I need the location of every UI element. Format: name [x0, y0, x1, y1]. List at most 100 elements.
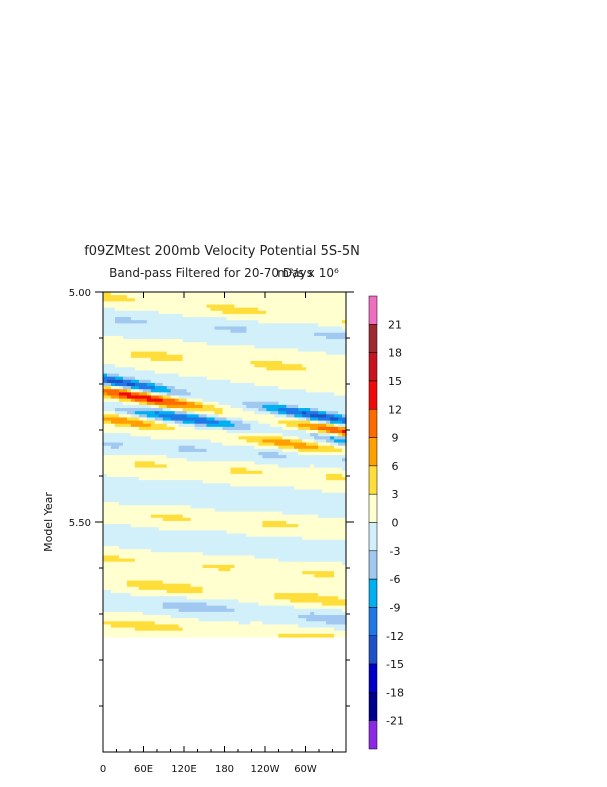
contour-cell	[310, 345, 315, 350]
contour-cell	[146, 364, 152, 368]
contour-cell	[258, 379, 263, 384]
contour-cell	[290, 520, 295, 525]
contour-cell	[218, 499, 224, 503]
contour-cell	[278, 411, 283, 415]
contour-cell	[266, 348, 271, 353]
contour-cell	[178, 502, 184, 506]
contour-cell	[134, 514, 140, 519]
contour-cell	[286, 546, 291, 550]
contour-cell	[338, 414, 343, 419]
contour-cell	[154, 335, 160, 340]
contour-cell	[230, 301, 236, 306]
contour-cell	[210, 370, 216, 375]
contour-cell	[194, 505, 200, 510]
contour-cell	[310, 313, 315, 318]
contour-cell	[330, 533, 335, 538]
contour-cell	[230, 401, 236, 406]
contour-cell	[314, 546, 319, 550]
contour-cell	[202, 329, 208, 334]
contour-cell	[318, 323, 323, 328]
contour-cell	[206, 364, 212, 368]
contour-cell	[118, 524, 124, 528]
contour-cell	[186, 357, 192, 362]
contour-cell	[234, 448, 240, 453]
contour-cell	[262, 398, 267, 403]
contour-cell	[103, 329, 108, 334]
contour-cell	[206, 342, 212, 346]
contour-cell	[218, 310, 224, 315]
contour-cell	[310, 298, 315, 303]
contour-cell	[330, 470, 335, 475]
contour-cell	[118, 398, 124, 403]
contour-cell	[214, 533, 220, 538]
contour-cell	[230, 348, 236, 353]
contour-cell	[230, 317, 236, 321]
contour-cell	[150, 470, 156, 475]
contour-cell	[174, 533, 180, 538]
contour-cell	[246, 483, 251, 488]
contour-cell	[306, 489, 311, 494]
contour-cell	[126, 370, 132, 375]
contour-cell	[214, 461, 220, 466]
contour-cell	[214, 411, 220, 415]
contour-cell	[326, 426, 331, 431]
contour-cell	[126, 546, 132, 550]
contour-cell	[146, 533, 152, 538]
contour-cell	[246, 445, 251, 450]
contour-cell	[290, 430, 295, 434]
contour-cell	[338, 480, 343, 484]
contour-cell	[210, 423, 216, 428]
contour-cell	[110, 411, 116, 415]
contour-cell	[198, 411, 204, 415]
contour-cell	[338, 483, 343, 488]
contour-cell	[166, 295, 172, 299]
contour-cell	[142, 361, 148, 365]
contour-cell	[282, 473, 287, 478]
contour-cell	[190, 483, 196, 488]
contour-cell	[126, 430, 132, 434]
contour-cell	[234, 332, 240, 337]
contour-cell	[150, 539, 156, 544]
contour-cell	[230, 439, 236, 444]
contour-cell	[182, 401, 188, 406]
contour-cell	[138, 345, 144, 350]
contour-cell	[322, 489, 327, 494]
contour-cell	[166, 373, 172, 378]
contour-cell	[178, 382, 184, 387]
contour-cell	[234, 401, 240, 406]
contour-cell	[174, 542, 180, 547]
contour-cell	[330, 477, 335, 481]
contour-cell	[294, 539, 299, 544]
contour-cell	[182, 345, 188, 350]
contour-cell	[222, 373, 228, 378]
contour-cell	[294, 473, 299, 478]
contour-cell	[218, 536, 224, 541]
contour-cell	[118, 370, 124, 375]
contour-cell	[130, 332, 136, 337]
contour-cell	[298, 486, 303, 491]
contour-cell	[142, 408, 148, 412]
contour-cell	[158, 489, 164, 494]
contour-cell	[106, 451, 112, 456]
contour-cell	[134, 527, 140, 531]
contour-cell	[162, 379, 168, 384]
contour-cell	[266, 301, 271, 306]
contour-cell	[106, 332, 112, 337]
contour-cell	[306, 335, 311, 340]
contour-cell	[226, 495, 232, 500]
contour-cell	[206, 455, 212, 459]
contour-cell	[110, 301, 116, 306]
contour-cell	[202, 433, 208, 437]
contour-cell	[226, 376, 232, 381]
contour-cell	[138, 382, 144, 387]
contour-cell	[302, 310, 307, 315]
contour-cell	[322, 310, 327, 315]
contour-cell	[302, 320, 307, 324]
contour-cell	[214, 326, 220, 331]
contour-cell	[110, 445, 116, 450]
contour-cell	[298, 298, 303, 303]
contour-cell	[194, 301, 200, 306]
contour-cell	[154, 367, 160, 372]
contour-cell	[110, 313, 116, 318]
contour-cell	[190, 520, 196, 525]
